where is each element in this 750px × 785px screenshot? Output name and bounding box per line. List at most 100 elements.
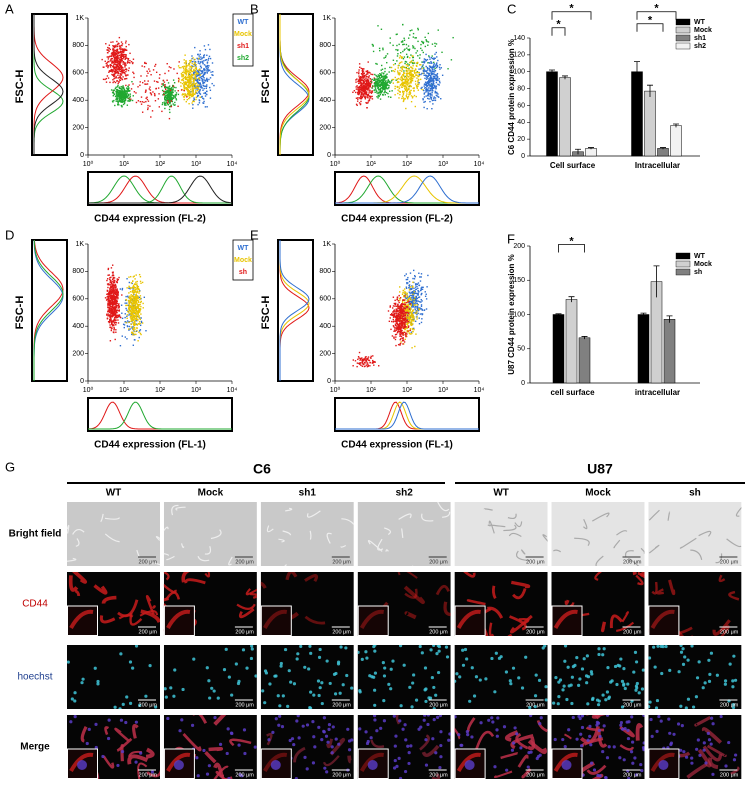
event-dot (409, 62, 410, 63)
event-dot (393, 319, 394, 320)
event-dot (404, 67, 405, 68)
event-dot (125, 42, 126, 43)
event-dot (125, 296, 126, 297)
event-dot (422, 64, 423, 65)
event-dot (431, 85, 432, 86)
event-dot (137, 319, 138, 320)
event-dot (425, 84, 426, 85)
event-dot (409, 94, 410, 95)
event-dot (417, 308, 418, 309)
event-dot (412, 294, 413, 295)
event-dot (146, 75, 147, 76)
event-dot (368, 80, 369, 81)
event-dot (397, 70, 398, 71)
event-dot (128, 297, 129, 298)
event-dot (189, 77, 190, 78)
event-dot (399, 88, 400, 89)
event-dot (110, 65, 111, 66)
event-dot (434, 76, 435, 77)
event-dot (429, 74, 430, 75)
event-dot (185, 63, 186, 64)
event-dot (375, 63, 376, 64)
event-dot (373, 45, 374, 46)
event-dot (144, 80, 145, 81)
event-dot (404, 312, 405, 313)
event-dot (416, 312, 417, 313)
event-dot (198, 75, 199, 76)
event-dot (400, 313, 401, 314)
event-dot (402, 294, 403, 295)
event-dot (112, 279, 113, 280)
event-dot (407, 82, 408, 83)
event-dot (107, 47, 108, 48)
event-dot (433, 78, 434, 79)
histogram-curve (335, 176, 479, 203)
event-dot (109, 277, 110, 278)
event-dot (406, 86, 407, 87)
event-dot (421, 287, 422, 288)
event-dot (429, 77, 430, 78)
event-dot (409, 291, 410, 292)
event-dot (381, 65, 382, 66)
event-dot (139, 291, 140, 292)
event-dot (191, 91, 192, 92)
event-dot (398, 344, 399, 345)
event-dot (149, 105, 150, 106)
event-dot (193, 97, 194, 98)
event-dot (407, 301, 408, 302)
event-dot (136, 283, 137, 284)
event-dot (419, 323, 420, 324)
event-dot (209, 70, 210, 71)
event-dot (147, 99, 148, 100)
event-dot (172, 94, 173, 95)
event-dot (410, 272, 411, 273)
event-dot (364, 93, 365, 94)
event-dot (129, 97, 130, 98)
event-dot (431, 77, 432, 78)
event-dot (141, 321, 142, 322)
event-dot (395, 49, 396, 50)
event-dot (135, 274, 136, 275)
event-dot (116, 94, 117, 95)
event-dot (411, 80, 412, 81)
histogram-curve (335, 176, 479, 203)
event-dot (142, 101, 143, 102)
event-dot (108, 51, 109, 52)
event-dot (404, 49, 405, 50)
event-dot (134, 310, 135, 311)
event-dot (155, 100, 156, 101)
event-dot (113, 95, 114, 96)
event-dot (124, 327, 125, 328)
event-dot (417, 307, 418, 308)
event-dot (202, 90, 203, 91)
event-dot (418, 273, 419, 274)
event-dot (111, 297, 112, 298)
event-dot (137, 300, 138, 301)
event-dot (188, 68, 189, 69)
event-dot (369, 72, 370, 73)
event-dot (188, 84, 189, 85)
histogram-curve (280, 14, 309, 155)
event-dot (401, 76, 402, 77)
event-dot (413, 270, 414, 271)
event-dot (401, 61, 402, 62)
event-dot (406, 288, 407, 289)
event-dot (198, 84, 199, 85)
event-dot (425, 291, 426, 292)
event-dot (125, 308, 126, 309)
event-dot (141, 96, 142, 97)
event-dot (117, 54, 118, 55)
event-dot (125, 336, 126, 337)
event-dot (187, 99, 188, 100)
event-dot (107, 307, 108, 308)
event-dot (126, 78, 127, 79)
event-dot (402, 343, 403, 344)
event-dot (132, 313, 133, 314)
histogram-curve (34, 240, 63, 381)
x-tick-label: 10⁴ (474, 161, 485, 168)
event-dot (207, 81, 208, 82)
event-dot (193, 70, 194, 71)
event-dot (180, 85, 181, 86)
event-dot (422, 313, 423, 314)
event-dot (179, 61, 180, 62)
